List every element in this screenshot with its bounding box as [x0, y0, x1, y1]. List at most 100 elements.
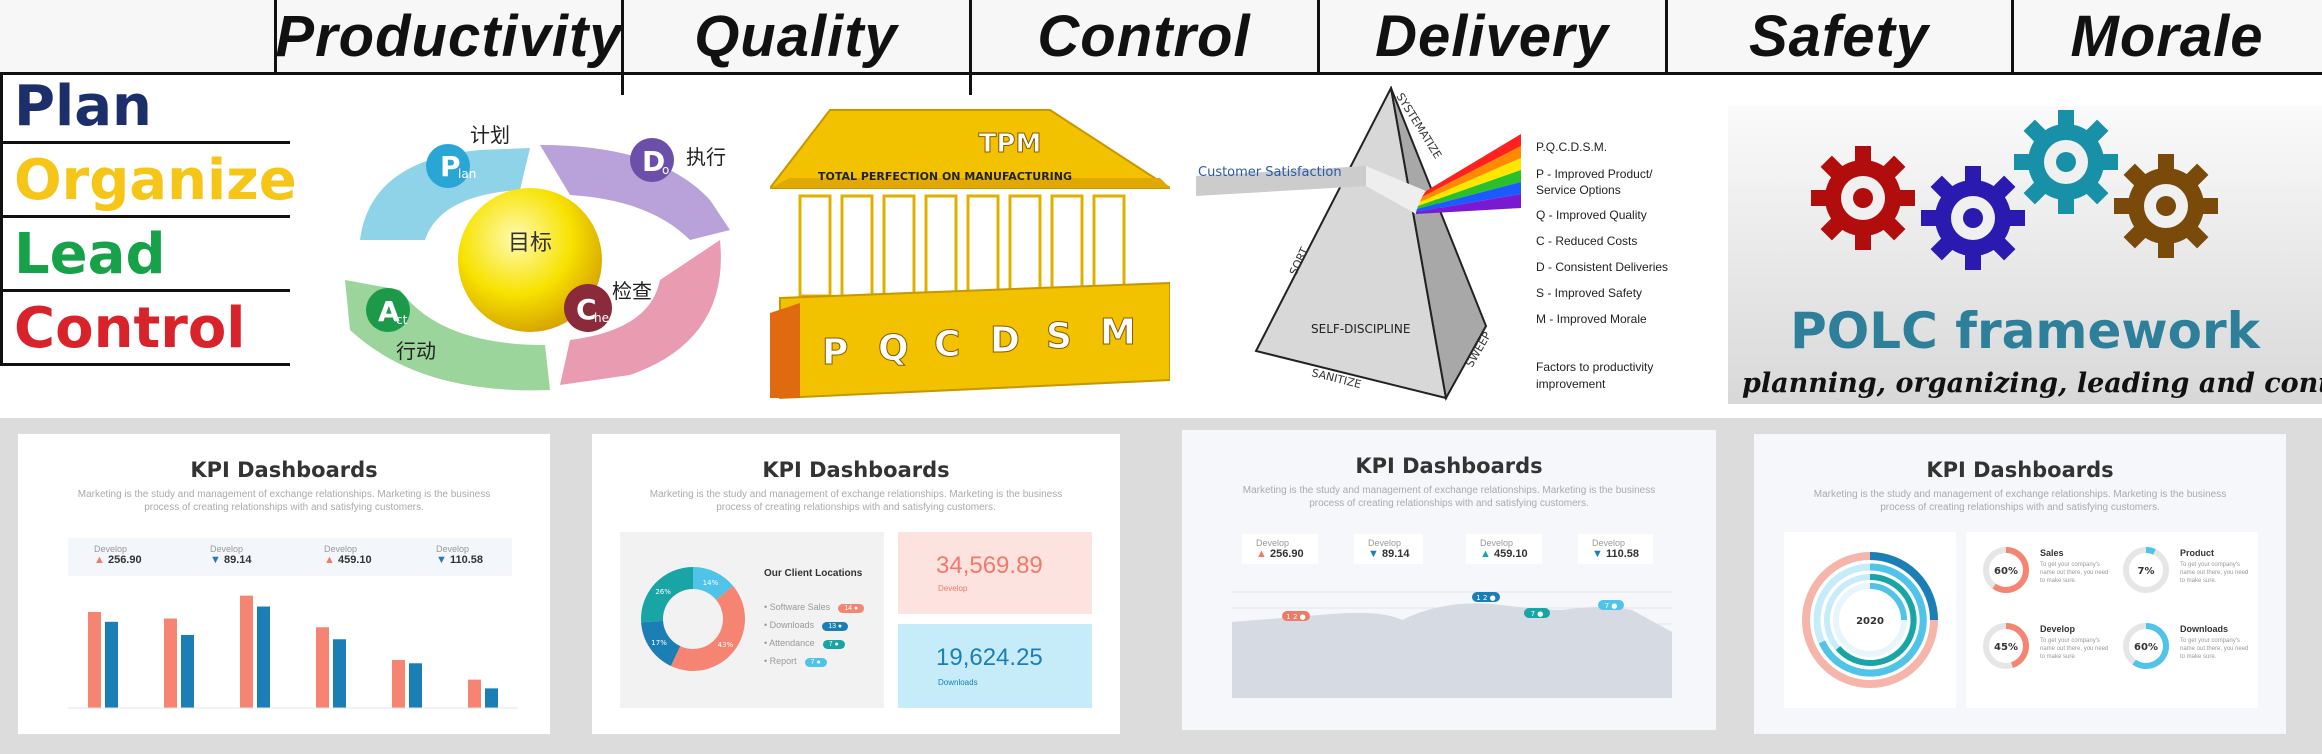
check-arrow [560, 240, 721, 385]
divider [274, 0, 277, 75]
card-title: KPI Dashboards [190, 458, 378, 482]
metric-title: Sales [2040, 548, 2064, 558]
progress-ring: 7% [2123, 547, 2169, 593]
metric-text: To get your company's name out there, yo… [2180, 562, 2249, 584]
tpm-temple-diagram: TPM TOTAL PERFECTION ON MANUFACTURING P … [770, 109, 1170, 400]
plan-cn: 计划 [470, 123, 510, 147]
bar [316, 627, 329, 708]
tpm-letter-s: S [1046, 316, 1072, 357]
kpi-card-area-chart: KPI Dashboards Marketing is the study an… [1182, 430, 1716, 730]
pqcdsm-item: M - Improved Morale [1536, 312, 1647, 326]
divider [1665, 0, 1668, 75]
progress-ring-value: 60% [1994, 566, 2018, 577]
metric-text: To get your company's name out there, yo… [2040, 638, 2109, 660]
donut-chart: 14% 43% 17% 26% [641, 567, 745, 671]
card-title: KPI Dashboards [1926, 458, 2114, 482]
legend-item: • Downloads 13 ● [764, 620, 849, 631]
develop-tile: 34,569.89 Develop [898, 532, 1092, 614]
legend-item: • Report 7 ● [764, 656, 827, 667]
area-pill [1598, 600, 1624, 610]
plan-arrow [360, 148, 530, 240]
act-letter: A [378, 295, 400, 328]
donut-slice-label: 17% [651, 639, 667, 647]
area-fill [1232, 603, 1672, 698]
metric-title: Downloads [2180, 624, 2229, 634]
divider [1317, 0, 1320, 75]
progress-ring-value: 45% [1994, 642, 2018, 653]
tpm-letter-q: Q [878, 328, 909, 369]
pqcdsm-item: C - Reduced Costs [1536, 234, 1637, 248]
tpm-title: TPM [979, 129, 1042, 159]
side-self-discipline: SELF-DISCIPLINE [1311, 322, 1410, 336]
header-quality: Quality [694, 3, 898, 69]
pqcdsm-item: Q - Improved Quality [1536, 208, 1647, 222]
row-label-plan: Plan [14, 74, 152, 139]
kpi-card-bar-chart: KPI Dashboards Marketing is the study an… [18, 434, 550, 734]
tpm-letter-c: C [934, 324, 960, 365]
stat-item: Develop ▼ 89.14 [1354, 534, 1424, 564]
act-word: ct [396, 313, 408, 327]
light-beam [1196, 166, 1366, 196]
bar [240, 595, 253, 708]
do-letter: D [642, 145, 665, 178]
divider [621, 0, 624, 95]
roof-edge [770, 178, 1170, 188]
downloads-value: 19,624.25 [936, 644, 1043, 671]
factors-label: improvement [1536, 377, 1606, 391]
kpi-card-progress-rings: KPI Dashboards Marketing is the study an… [1754, 434, 2286, 734]
header-delivery: Delivery [1375, 3, 1609, 69]
bar [333, 639, 346, 708]
check-cn: 检查 [612, 279, 652, 303]
tpm-letters: P Q C D S M [822, 312, 1137, 374]
act-cn: 行动 [396, 339, 436, 363]
row-label-control: Control [14, 296, 246, 361]
locations-panel [620, 532, 884, 708]
concentric-rings-chart: 2020 [1802, 552, 1938, 688]
header-control: Control [1037, 3, 1251, 69]
metric-item: 7% Product To get your company's name ou… [2120, 544, 2248, 600]
area-pill [1282, 611, 1310, 621]
bar [392, 660, 405, 708]
bar [257, 606, 270, 708]
donut-slice [641, 567, 693, 623]
metric-title: Develop [2040, 624, 2076, 634]
pqcdsm-item: S - Improved Safety [1536, 286, 1642, 300]
stat-item: Develop ▼ 110.58 [436, 544, 483, 566]
row-organize: Organize [0, 146, 297, 218]
header-productivity: Productivity [275, 3, 623, 69]
check-letter: C [576, 293, 597, 326]
do-badge [630, 138, 674, 182]
do-word: o [662, 163, 669, 177]
header-morale: Morale [2070, 3, 2264, 69]
pqcdsm-item: Service Options [1536, 183, 1621, 197]
metric-item: 60% Downloads To get your company's name… [2120, 620, 2248, 676]
legend-item: • Attendance 7 ● [764, 638, 845, 649]
pqcdsm-header-row: Productivity Quality Control Delivery Sa… [0, 0, 2322, 75]
gear-blue-icon [1921, 166, 2025, 270]
stat-item: Develop ▲ 459.10 [1466, 534, 1542, 564]
bar [164, 618, 177, 708]
metric-item: 60% Sales To get your company's name out… [1980, 544, 2108, 600]
rings-center-label: 2020 [1856, 616, 1884, 627]
progress-ring: 60% [1983, 547, 2029, 593]
progress-ring: 45% [1983, 623, 2029, 669]
area-pill-label: 1 2 ● [1476, 594, 1495, 602]
temple-roof [770, 109, 1170, 189]
do-arrow [540, 145, 730, 240]
legend-item: • Software Sales 14 ● [764, 602, 865, 613]
base-side [770, 303, 800, 398]
tpm-subtitle: TOTAL PERFECTION ON MANUFACTURING [818, 170, 1072, 183]
card-description: Marketing is the study and management of… [77, 489, 491, 513]
row-label-organize: Organize [14, 148, 297, 213]
bar [105, 621, 118, 708]
polc-subtitle: planning, organizing, leading and contro… [1742, 368, 2322, 399]
develop-label: Develop [938, 584, 968, 593]
goal-label: 目标 [508, 231, 552, 256]
do-cn: 执行 [686, 145, 726, 169]
divider [0, 72, 3, 366]
bar [409, 663, 422, 708]
bar-chart [68, 595, 518, 709]
pqcdsm-item: P - Improved Product/ [1536, 167, 1653, 181]
polc-framework-panel: POLC framework planning, organizing, lea… [1728, 106, 2322, 404]
stat-item: Develop ▼ 110.58 [1578, 534, 1653, 564]
